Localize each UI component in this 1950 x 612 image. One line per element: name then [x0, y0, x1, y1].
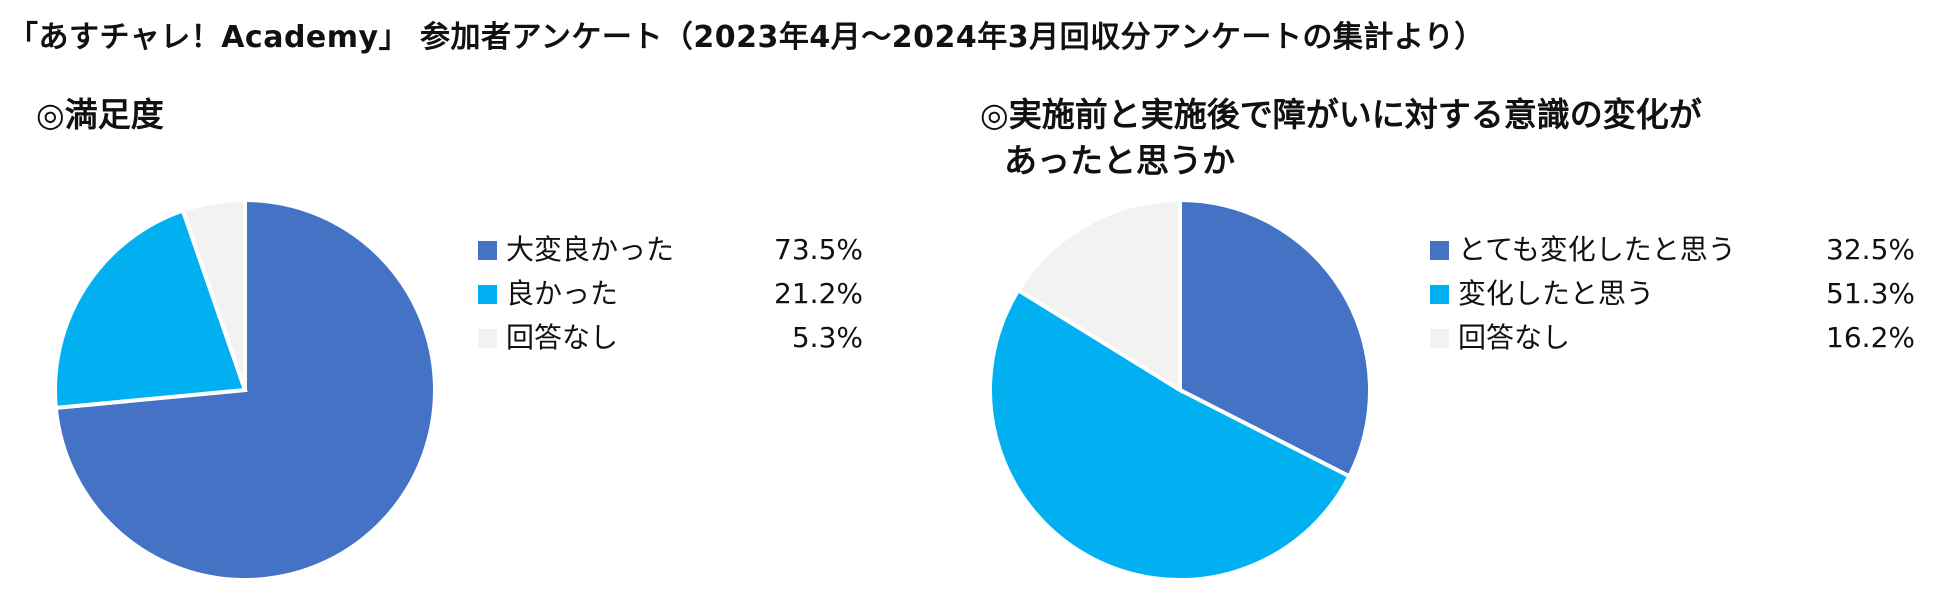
- legend-value: 73.5%: [774, 233, 863, 266]
- legend-swatch: [478, 285, 497, 304]
- legend-label: 良かった: [506, 277, 619, 310]
- legend-label: 回答なし: [506, 321, 619, 354]
- chart-title-satisfaction: ◎満足度: [36, 95, 164, 134]
- legend-swatch: [478, 241, 497, 260]
- pie-slice-1: [988, 287, 1352, 582]
- pie-slice-0: [1178, 197, 1372, 479]
- chart-title-line-2: あったと思うか: [1004, 141, 1235, 180]
- chart-title-awareness-change: ◎実施前と実施後で障がいに対する意識の変化が あったと思うか: [980, 92, 1702, 184]
- legend-value: 32.5%: [1826, 233, 1915, 266]
- pie-slice-2: [180, 197, 247, 391]
- legend-item: とても変化したと思う 32.5%: [1430, 228, 1915, 272]
- legend-item: 良かった 21.2%: [478, 272, 863, 316]
- legend-item: 変化したと思う 51.3%: [1430, 272, 1915, 316]
- legend-awareness-change: とても変化したと思う 32.5% 変化したと思う 51.3% 回答なし 16.2…: [1430, 228, 1915, 360]
- legend-item: 回答なし 16.2%: [1430, 316, 1915, 360]
- legend-swatch: [1430, 285, 1449, 304]
- pie-chart-satisfaction: [53, 197, 437, 582]
- legend-value: 51.3%: [1826, 277, 1915, 310]
- legend-swatch: [478, 329, 497, 348]
- legend-item: 大変良かった 73.5%: [478, 228, 863, 272]
- legend-label: 変化したと思う: [1458, 277, 1655, 310]
- pie-chart-awareness-change: [988, 197, 1372, 582]
- legend-value: 5.3%: [791, 321, 863, 354]
- legend-label: とても変化したと思う: [1458, 233, 1736, 266]
- legend-label: 回答なし: [1458, 321, 1571, 354]
- pie-slice-1: [53, 207, 248, 411]
- legend-label: 大変良かった: [506, 233, 675, 266]
- legend-swatch: [1430, 241, 1449, 260]
- chart-title-line-1: ◎実施前と実施後で障がいに対する意識の変化が: [980, 95, 1702, 134]
- legend-value: 21.2%: [774, 277, 863, 310]
- page-title: 「あすチャレ！Academy」 参加者アンケート（2023年4月～2024年3月…: [8, 20, 1485, 55]
- pie-slice-2: [1015, 197, 1182, 394]
- legend-item: 回答なし 5.3%: [478, 316, 863, 360]
- legend-satisfaction: 大変良かった 73.5% 良かった 21.2% 回答なし 5.3%: [478, 228, 863, 360]
- legend-value: 16.2%: [1826, 321, 1915, 354]
- legend-swatch: [1430, 329, 1449, 348]
